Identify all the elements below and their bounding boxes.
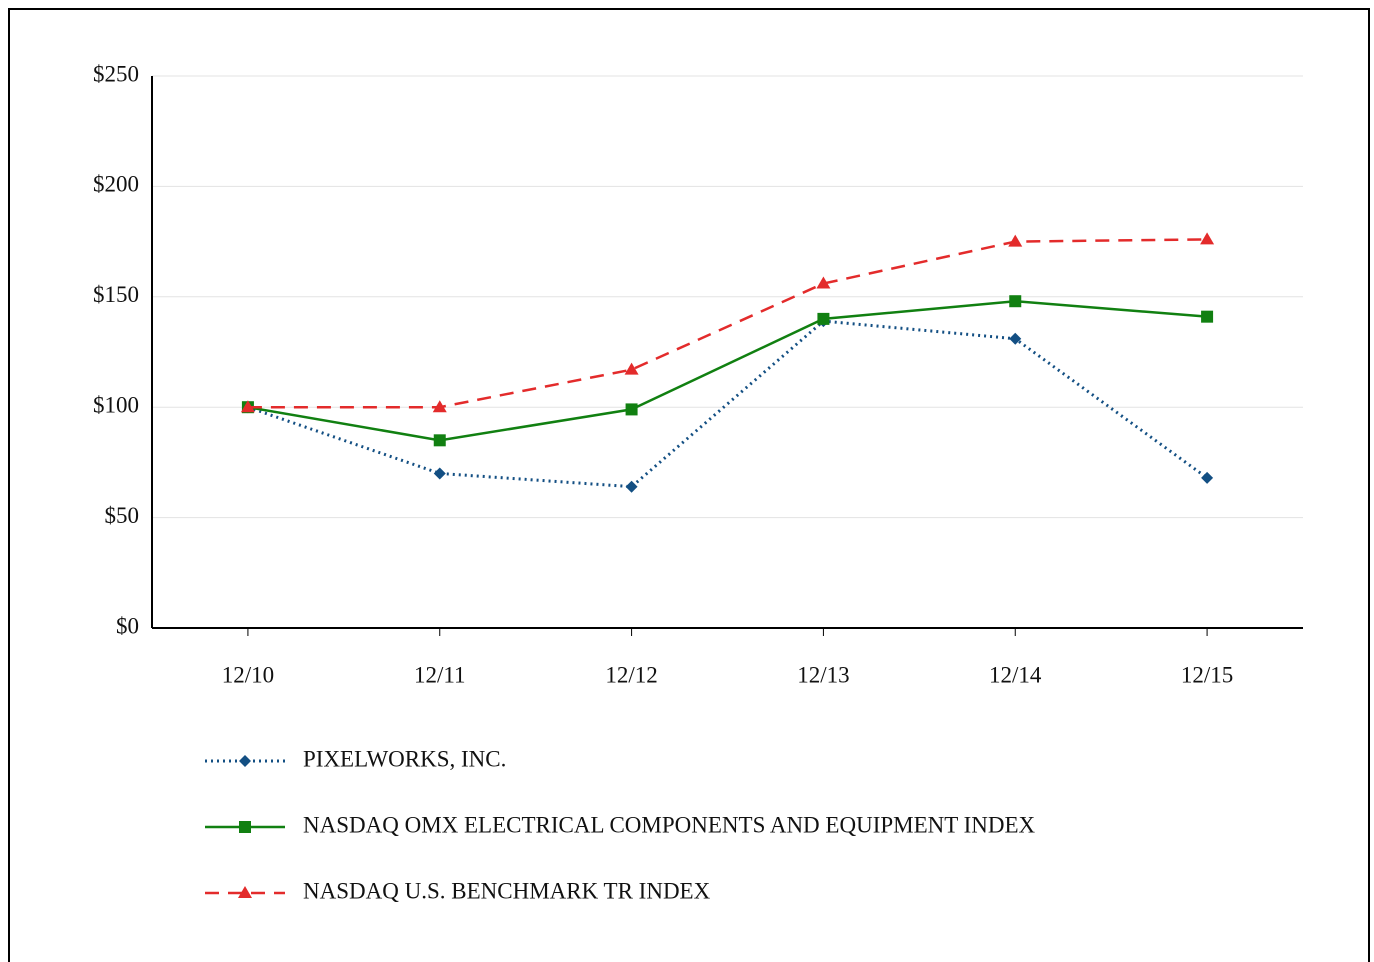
y-tick-label: $250 — [93, 61, 139, 86]
marker — [624, 362, 639, 375]
marker — [625, 403, 638, 416]
marker — [817, 312, 830, 325]
series-line — [247, 319, 1208, 489]
marker — [239, 821, 251, 833]
marker — [240, 400, 255, 413]
frame — [8, 8, 1370, 962]
series-line — [247, 299, 1208, 442]
marker — [625, 480, 638, 493]
x-tick-label: 12/13 — [797, 662, 849, 687]
marker — [433, 434, 446, 447]
legend-label: NASDAQ OMX ELECTRICAL COMPONENTS AND EQU… — [303, 812, 1036, 837]
marker — [238, 886, 252, 898]
marker — [1009, 295, 1022, 308]
y-tick-label: $50 — [105, 503, 140, 528]
y-tick-label: $150 — [93, 282, 139, 307]
legend-label: PIXELWORKS, INC. — [303, 746, 506, 771]
marker — [1008, 234, 1023, 247]
marker — [239, 755, 251, 767]
y-tick-label: $200 — [93, 172, 139, 197]
x-tick-label: 12/14 — [989, 662, 1042, 687]
x-tick-label: 12/11 — [414, 662, 466, 687]
y-tick-label: $100 — [93, 392, 139, 417]
marker — [433, 467, 446, 480]
x-tick-label: 12/12 — [605, 662, 657, 687]
series-line — [247, 238, 1208, 409]
marker — [1009, 332, 1022, 345]
x-tick-label: 12/15 — [1181, 662, 1233, 687]
x-tick-label: 12/10 — [222, 662, 274, 687]
marker — [432, 400, 447, 413]
marker — [816, 276, 831, 289]
marker — [1201, 310, 1214, 323]
marker — [1201, 471, 1214, 484]
marker — [1200, 232, 1215, 245]
legend-label: NASDAQ U.S. BENCHMARK TR INDEX — [303, 878, 711, 903]
y-tick-label: $0 — [116, 613, 139, 638]
